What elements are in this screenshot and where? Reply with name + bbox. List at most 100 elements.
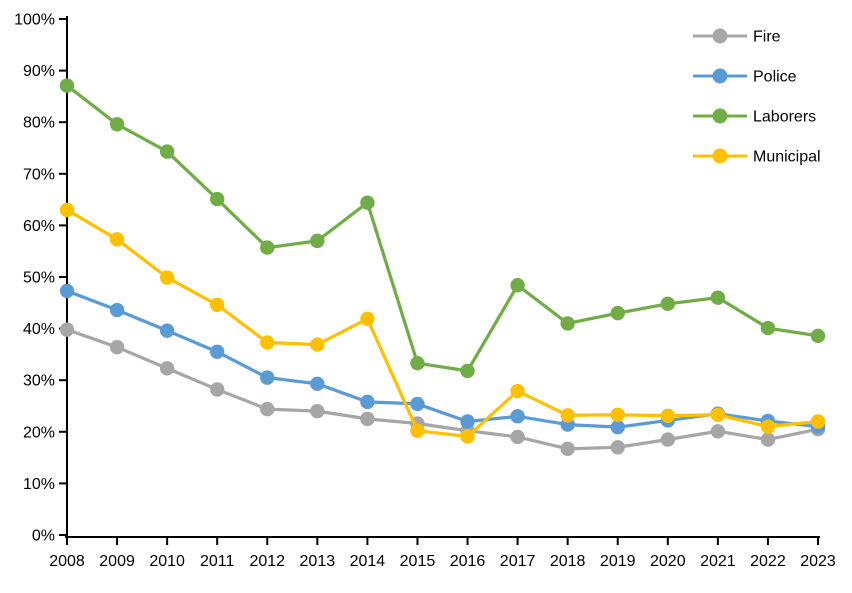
series-municipal-marker-2016 (460, 429, 475, 444)
series-fire-marker-2017 (510, 429, 525, 445)
series-laborers-marker-2008 (59, 78, 75, 93)
series-fire-marker-2008 (59, 322, 75, 337)
series-municipal-marker-2022 (760, 419, 776, 434)
x-axis-label: 2010 (149, 553, 185, 570)
y-axis-label: 30% (23, 373, 55, 390)
x-axis-label: 2016 (450, 553, 486, 570)
series-municipal-line (66, 208, 819, 439)
x-axis-label: 2021 (700, 553, 736, 570)
series-municipal-marker-2015 (410, 423, 425, 438)
series-police-marker-2012 (260, 370, 275, 385)
series-fire-line (66, 328, 819, 451)
series-police-marker-2010 (159, 323, 175, 338)
series-police-marker-2017 (510, 409, 525, 424)
legend: Fire Police Laborers Municipal (693, 28, 821, 166)
series-laborers-marker-2011 (210, 191, 225, 207)
x-axis-label: 2008 (49, 553, 85, 570)
legend-label-fire: Fire (753, 29, 781, 46)
series-laborers-marker-2013 (310, 233, 325, 249)
series-laborers-marker-2014 (360, 195, 375, 210)
series-laborers-marker-2021 (710, 290, 726, 305)
series-police-marker-2013 (310, 376, 325, 392)
series-municipal-marker-2021 (710, 407, 726, 422)
y-axis-label: 0% (32, 528, 55, 545)
series-fire-marker-2010 (159, 361, 175, 376)
series-police-marker-2015 (410, 396, 425, 412)
series-fire-marker-2020 (660, 432, 675, 447)
series-police-marker-2009 (109, 302, 125, 318)
series-municipal-marker-2019 (610, 407, 625, 422)
series-fire-marker-2009 (109, 339, 125, 355)
series-municipal-marker-2013 (310, 337, 325, 352)
x-axis-label: 2014 (350, 553, 386, 570)
series-police-marker-2014 (360, 394, 375, 410)
y-axis-label: 10% (23, 476, 55, 493)
x-axis-label: 2015 (400, 553, 436, 570)
series-laborers-marker-2017 (510, 278, 525, 293)
series-fire-marker-2011 (210, 382, 225, 397)
series-laborers-marker-2023 (810, 328, 826, 344)
series-municipal-marker-2009 (109, 232, 125, 247)
legend-item-fire: Fire (693, 28, 781, 46)
x-axis-label: 2017 (500, 553, 536, 570)
series-fire-marker-2021 (710, 424, 726, 439)
series-municipal-marker-2011 (210, 297, 225, 313)
series-police-line (66, 289, 819, 429)
x-axis-label: 2023 (800, 553, 836, 570)
series-police-marker-2011 (210, 344, 225, 360)
series-municipal-marker-2023 (810, 414, 826, 429)
series-laborers-marker-2022 (760, 320, 776, 336)
x-axis-label: 2013 (300, 553, 336, 570)
y-axis-label: 70% (23, 166, 55, 183)
series-municipal-marker-2017 (510, 383, 525, 399)
series-police-marker-2019 (610, 419, 625, 435)
series-municipal-marker-2020 (660, 408, 675, 424)
x-axis-label: 2011 (200, 553, 235, 570)
y-axis-label: 50% (23, 270, 55, 287)
series-fire-marker-2012 (260, 401, 275, 417)
series-fire (59, 322, 826, 457)
series-fire-marker-2014 (360, 411, 375, 427)
series-police-marker-2008 (59, 283, 75, 299)
legend-swatch-marker-municipal (712, 148, 728, 164)
series-laborers-marker-2018 (560, 316, 575, 331)
series-laborers-marker-2016 (460, 363, 475, 379)
series-police-marker-2016 (460, 414, 475, 429)
legend-label-municipal: Municipal (753, 149, 821, 166)
x-axis-label: 2020 (650, 553, 686, 570)
series-municipal-marker-2008 (59, 202, 75, 218)
x-axis-label: 2009 (99, 553, 135, 570)
x-axis-label: 2022 (750, 553, 786, 570)
series-fire-marker-2013 (310, 403, 325, 419)
x-axis-label: 2012 (249, 553, 285, 570)
series-fire-marker-2022 (760, 432, 776, 447)
y-axis-label: 100% (14, 12, 55, 29)
y-axis-label: 80% (23, 115, 55, 132)
series-fire-marker-2018 (560, 441, 575, 457)
x-axis-label: 2019 (600, 553, 636, 570)
y-axis-label: 40% (23, 321, 55, 338)
legend-item-laborers: Laborers (693, 108, 816, 126)
series-laborers-marker-2012 (260, 240, 275, 255)
legend-label-police: Police (753, 69, 797, 86)
series-municipal-marker-2010 (159, 270, 175, 285)
x-axis-label: 2018 (550, 553, 586, 570)
series-laborers (59, 78, 826, 379)
legend-item-police: Police (693, 68, 797, 86)
y-axis-label: 60% (23, 218, 55, 235)
series-municipal-marker-2014 (360, 311, 375, 326)
legend-label-laborers: Laborers (753, 109, 816, 126)
series-laborers-marker-2009 (109, 117, 125, 132)
series-fire-marker-2019 (610, 440, 625, 455)
series-laborers-marker-2019 (610, 305, 625, 321)
series-laborers-marker-2020 (660, 296, 675, 312)
y-axis-label: 90% (23, 63, 55, 80)
legend-swatch-marker-police (712, 68, 728, 84)
legend-item-municipal: Municipal (693, 148, 821, 166)
y-axis-label: 20% (23, 424, 55, 441)
series-laborers-marker-2015 (410, 355, 425, 371)
series-municipal-marker-2018 (560, 408, 575, 423)
series-municipal-marker-2012 (260, 335, 275, 350)
